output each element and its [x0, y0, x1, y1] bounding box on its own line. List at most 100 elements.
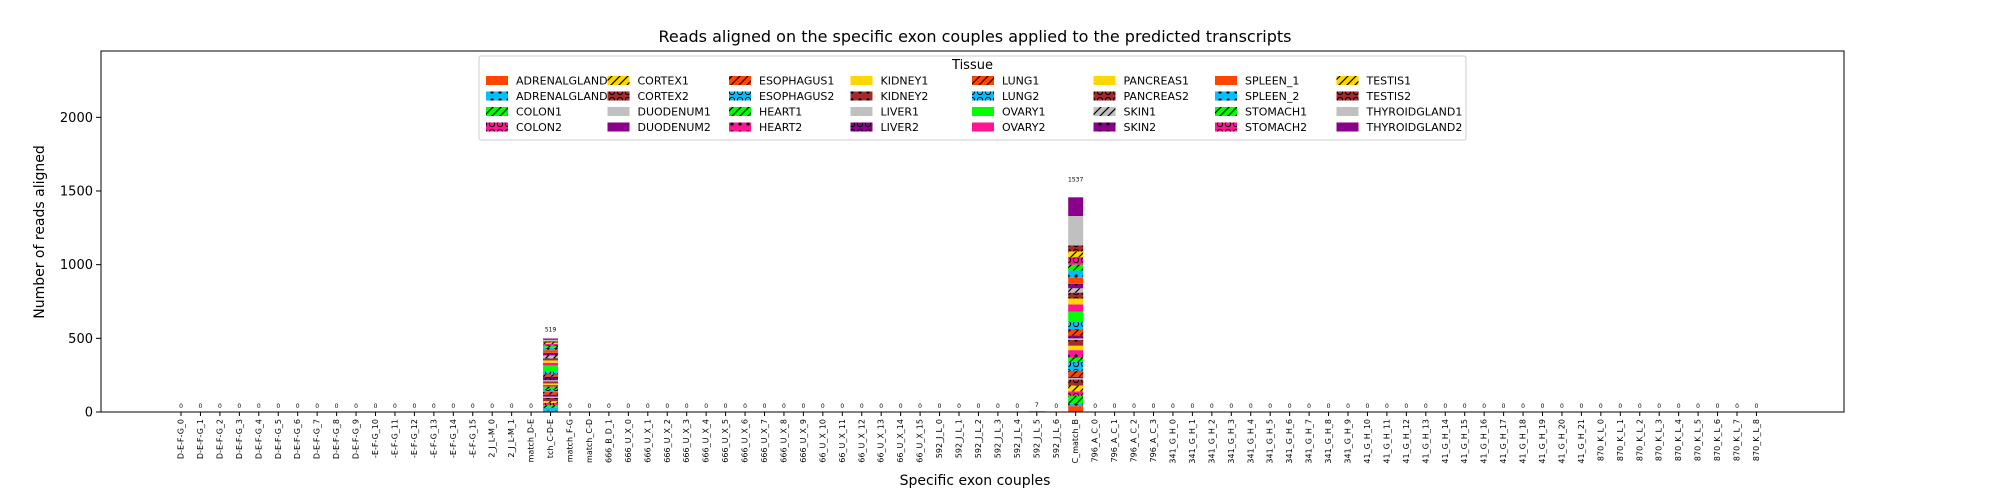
x-tick-label-e-f-g-12: -E-F-G_12: [410, 419, 419, 458]
bar-segment-tch-c-d-e-ovary2: [543, 362, 559, 366]
legend-label-thyroidgland1: THYROIDGLAND1: [1366, 106, 1463, 119]
legend-swatch-heart1: [729, 107, 751, 116]
legend: Tissue ADRENALGLAND1 ADRENALGLAND2 COLON1 C…: [478, 55, 1467, 141]
x-tick-label-41-g-h-19: 41_G_H_19: [1538, 419, 1547, 464]
x-tick-label-match-c-d: match_C-D: [585, 419, 594, 463]
value-label-41-g-h-12: 0: [1404, 403, 1408, 410]
bar-segment-c-match-b-kidney1: [1068, 345, 1084, 351]
value-label-66-u-x-15: 0: [918, 403, 922, 410]
legend-entry-skin2: SKIN2: [1093, 121, 1156, 134]
value-label-870-k-l-0: 0: [1599, 403, 1603, 410]
legend-label-kidney2: KIDNEY2: [881, 90, 929, 103]
x-tick-label-41-g-h-16: 41_G_H_16: [1480, 419, 1489, 464]
y-tick-label-1000: 1000: [60, 258, 93, 273]
bar-segment-tch-c-d-e-stomach1: [543, 345, 559, 348]
x-tick-label-66-u-x-14: 66_U_X_14: [896, 419, 905, 463]
x-axis: D-E-F-G_0 D-E-F-G_1 D-E-F-G_2 D-E-F-G_3 D-E-…: [177, 412, 1761, 464]
x-tick-label-592-j-l-0: 592_J_L_0: [935, 419, 944, 458]
legend-label-testis1: TESTIS1: [1366, 75, 1412, 88]
value-label-41-g-h-18: 0: [1521, 403, 1525, 410]
bar-segment-c-match-b-pancreas2: [1068, 292, 1084, 299]
bar-segment-c-match-b-colon2: [1068, 391, 1084, 396]
bar-segment-tch-c-d-e-colon2: [543, 402, 559, 406]
legend-entry-adrenalgland1: ADRENALGLAND1: [486, 75, 615, 88]
legend-entries: ADRENALGLAND1 ADRENALGLAND2 COLON1 COLON2 CO…: [486, 75, 1463, 134]
legend-swatch-stomach2: [1215, 122, 1237, 132]
value-label-match-c-d: 0: [588, 403, 592, 410]
x-tick-label-592-j-l-4: 592_J_L_4: [1013, 419, 1022, 458]
legend-entry-colon2: COLON2: [486, 121, 562, 134]
x-tick-label-match-f-g: match_F-G: [566, 419, 575, 462]
bar-segment-c-match-b-esophagus2: [1068, 361, 1084, 371]
bar-segment-c-match-b-spleen-1: [1068, 277, 1084, 284]
bar-segment-tch-c-d-e-duodenum2: [543, 394, 559, 397]
legend-swatch-pancreas2: [1093, 91, 1116, 101]
legend-label-liver1: LIVER1: [881, 106, 920, 119]
value-label-d-e-f-g-2: 0: [218, 403, 222, 410]
value-label-c-match-b: 1537: [1068, 177, 1083, 184]
value-label-66-u-x-10: 0: [821, 403, 825, 410]
x-tick-label-341-g-h-8: 341_G_H_8: [1324, 419, 1333, 464]
x-tick-label-666-u-x-5: 666_U_X_5: [721, 419, 730, 463]
value-label-870-k-l-4: 0: [1677, 403, 1681, 410]
legend-entry-thyroidgland1: THYROIDGLAND1: [1336, 106, 1463, 119]
bar-segment-c-match-b-liver2: [1068, 335, 1084, 339]
bar-segment-c-match-b-thyroidgland2: [1068, 197, 1084, 217]
bar-segment-tch-c-d-e-heart1: [543, 386, 559, 390]
legend-swatch-kidney2: [850, 91, 873, 101]
bar-segment-c-match-b-lung2: [1068, 322, 1084, 330]
legend-entry-adrenalgland2: ADRENALGLAND2: [486, 90, 615, 103]
value-label-e-f-g-14: 0: [451, 403, 455, 410]
value-label-d-e-f-g-7: 0: [315, 403, 319, 410]
value-label-41-g-h-20: 0: [1560, 403, 1564, 410]
y-axis-label: Number of reads aligned: [32, 145, 48, 319]
legend-label-lung2: LUNG2: [1002, 90, 1039, 103]
x-tick-label-870-k-l-3: 870_K_L_3: [1655, 419, 1664, 461]
legend-swatch-ovary1: [972, 107, 994, 116]
legend-swatch-pancreas1: [1093, 76, 1116, 85]
bar-segment-tch-c-d-e-kidney2: [543, 381, 559, 384]
bar-segment-tch-c-d-e-ovary1: [543, 365, 559, 372]
value-label-41-g-h-13: 0: [1424, 403, 1428, 410]
legend-label-spleen-1: SPLEEN_1: [1245, 75, 1299, 88]
x-tick-label-870-k-l-2: 870_K_L_2: [1635, 419, 1644, 461]
value-label-e-f-g-10: 0: [374, 403, 378, 410]
value-label-41-g-h-19: 0: [1541, 403, 1545, 410]
x-tick-label-666-u-x-7: 666_U_X_7: [760, 419, 769, 463]
value-label-e-f-g-11: 0: [393, 403, 397, 410]
legend-swatch-colon2: [486, 122, 508, 132]
value-label-e-f-g-15: 0: [471, 403, 475, 410]
x-tick-label-d-e-f-g-4: D-E-F-G_4: [254, 419, 263, 459]
x-tick-label-341-g-h-7: 341_G_H_7: [1305, 419, 1314, 464]
bar-segment-c-match-b-heart2: [1068, 350, 1084, 358]
legend-label-colon2: COLON2: [516, 121, 562, 134]
bar-segment-tch-c-d-e-testis2: [543, 341, 559, 343]
legend-label-colon1: COLON1: [516, 106, 562, 119]
x-tick-label-tch-c-d-e: tch_C-D-E: [546, 419, 555, 458]
legend-label-liver2: LIVER2: [881, 121, 920, 134]
bar-segment-tch-c-d-e-thyroidgland2: [543, 338, 559, 340]
value-label-d-e-f-g-4: 0: [257, 403, 261, 410]
legend-entry-stomach2: STOMACH2: [1215, 121, 1307, 134]
x-tick-label-match-d-e: match_D-E: [527, 419, 536, 462]
legend-label-adrenalgland1: ADRENALGLAND1: [516, 75, 615, 88]
x-tick-label-41-g-h-10: 41_G_H_10: [1363, 419, 1372, 464]
x-tick-label-666-u-x-6: 666_U_X_6: [741, 419, 750, 463]
x-tick-label-870-k-l-4: 870_K_L_4: [1674, 419, 1683, 461]
legend-swatch-liver1: [850, 107, 873, 116]
value-label-match-f-g: 0: [568, 403, 572, 410]
value-label-666-u-x-8: 0: [782, 403, 786, 410]
bar-segment-c-match-b-kidney2: [1068, 339, 1084, 346]
legend-swatch-thyroidgland2: [1336, 122, 1359, 132]
x-tick-label-2-j-l-m-1: 2_J_L-M_1: [507, 419, 516, 458]
legend-swatch-skin1: [1093, 107, 1116, 116]
legend-swatch-skin2: [1093, 122, 1116, 132]
legend-label-heart1: HEART1: [759, 106, 802, 119]
value-label-666-u-x-5: 0: [724, 403, 728, 410]
legend-label-ovary1: OVARY1: [1002, 106, 1045, 119]
value-label-796-a-c-0: 0: [1093, 403, 1097, 410]
bar-segment-tch-c-d-e-lung1: [543, 374, 559, 377]
x-tick-label-66-u-x-11: 66_U_X_11: [838, 419, 847, 463]
x-tick-label-d-e-f-g-8: D-E-F-G_8: [332, 419, 341, 459]
x-tick-label-870-k-l-1: 870_K_L_1: [1616, 419, 1625, 461]
